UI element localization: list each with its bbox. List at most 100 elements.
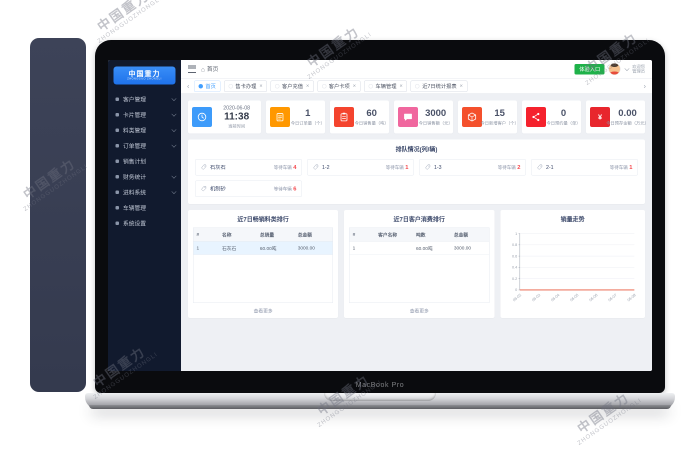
tab-close-icon[interactable]: ×: [459, 83, 463, 89]
menu-item-label: 财务统计: [123, 174, 146, 181]
tab-label: 近7日统计报表: [422, 83, 457, 90]
sidebar-item-客户管理[interactable]: 客户管理: [108, 92, 181, 108]
chevron-down-icon: [171, 189, 177, 195]
tab-label: 售卡办理: [235, 83, 257, 90]
booking-icon: [532, 112, 540, 122]
table-column-header: #: [349, 228, 376, 242]
hamburger-icon[interactable]: [188, 65, 196, 73]
waiting-vehicles-count: 2: [517, 164, 521, 171]
user-menu-caret-icon[interactable]: [624, 65, 630, 71]
stat-card-current-time: 2020-06-08 11:38 当前时间: [188, 100, 262, 134]
table-column-header: 总金额: [294, 228, 333, 242]
tabs: 首页 售卡办理 × 客户充值 × 客户卡项 × 车辆管理 × 近7日统计报表 ×: [193, 80, 639, 92]
stat-body: 1 今日订单量（个）: [291, 108, 325, 126]
menu-item-icon: [115, 113, 119, 117]
sidebar-item-系统设置[interactable]: 系统设置: [108, 216, 181, 232]
tab-售卡办理[interactable]: 售卡办理 ×: [223, 80, 268, 92]
sidebar-item-财务统计[interactable]: 财务统计: [108, 169, 181, 185]
tab-客户充值[interactable]: 客户充值 ×: [270, 80, 314, 92]
laptop-mockup: 中国重力 ZHONGGUO ZHONGLI 客户管理卡片管理 料类管理 订单管理 销售…: [85, 40, 675, 412]
sidebar-item-车辆管理[interactable]: 车辆管理: [108, 200, 181, 216]
navbar-right: 体验入口 欢迎您 管理员: [574, 63, 645, 75]
trial-entry-badge[interactable]: 体验入口: [574, 63, 605, 75]
tabs-scroll-right-icon[interactable]: ›: [643, 82, 646, 90]
customer-rank-more-link[interactable]: 查看更多: [409, 308, 429, 315]
tab-close-icon[interactable]: ×: [259, 83, 263, 89]
home-icon: ⌂: [201, 65, 205, 73]
main-area: ⌂ 首页 体验入口 欢迎您 管理员: [181, 60, 652, 371]
svg-text:06-05: 06-05: [569, 293, 579, 302]
tab-近7日统计报表[interactable]: 近7日统计报表 ×: [410, 80, 468, 92]
stat-card: 0 今日预约量（单）: [522, 100, 582, 134]
stat-value: 0: [560, 108, 567, 119]
material-rank-table: # 名称 总销量 总金额 1 石灰石 60.00吨 3000.00: [193, 227, 334, 303]
sidebar-item-卡片管理[interactable]: 卡片管理: [108, 107, 181, 123]
stat-label: 今日预约量（单）: [546, 120, 581, 126]
tab-close-icon[interactable]: ×: [306, 83, 310, 89]
laptop-brand-label: MacBook Pro: [355, 382, 405, 389]
current-date: 2020-06-08: [223, 105, 251, 111]
svg-text:0.6: 0.6: [512, 254, 517, 258]
tab-status-dot-icon: [198, 83, 203, 89]
stat-card: ¥0.00 今日预存金额（万元）: [586, 100, 649, 134]
tab-首页[interactable]: 首页: [193, 80, 221, 92]
sales-icon: [340, 112, 348, 122]
tag-icon: [425, 164, 431, 170]
chevron-down-icon: [171, 127, 177, 133]
tab-客户卡项[interactable]: 客户卡项 ×: [317, 80, 361, 92]
tab-status-dot-icon: [321, 83, 327, 89]
table-column-header: 总金额: [450, 228, 489, 242]
stat-card: 3000 今日销售额（元）: [394, 100, 454, 134]
breadcrumb[interactable]: ⌂ 首页: [201, 65, 218, 73]
table-column-header: 名称: [218, 228, 257, 242]
menu-item-label: 客户管理: [123, 96, 146, 103]
queue-panel: 排队情况(列/辆) 石灰石 等待车辆 4 1-2 等待车辆 1 1-3 等待车辆 2 2-1 等待车…: [188, 139, 645, 204]
side-decoration-bar: [30, 38, 86, 392]
material-rank-more-link[interactable]: 查看更多: [253, 308, 273, 315]
queue-name: 1-2: [322, 164, 330, 171]
svg-text:0: 0: [515, 288, 517, 292]
breadcrumb-home-label: 首页: [206, 66, 219, 73]
menu-item-icon: [115, 206, 119, 210]
svg-text:06-03: 06-03: [531, 293, 541, 302]
menu-item-icon: [115, 144, 119, 148]
table-column-header: 总销量: [256, 228, 295, 242]
table-cell: 1: [349, 241, 376, 255]
app-logo[interactable]: 中国重力 ZHONGGUO ZHONGLI: [113, 66, 176, 85]
table-cell: 3000.00: [294, 241, 333, 255]
material-rank-title: 近7日畅销料类排行: [237, 216, 289, 223]
svg-text:0.2: 0.2: [512, 277, 517, 281]
user-avatar[interactable]: [608, 63, 621, 75]
menu-item-icon: [115, 190, 119, 194]
queue-item-left: 1-2: [313, 164, 330, 171]
queue-item-left: 石灰石: [201, 164, 226, 172]
sidebar-item-料类管理[interactable]: 料类管理: [108, 123, 181, 139]
sidebar-item-销售计划[interactable]: 销售计划: [108, 154, 181, 170]
order-icon: [276, 113, 284, 122]
stat-label: 今日订单量（个）: [290, 120, 325, 126]
sales-trend-title: 销量走势: [560, 216, 585, 223]
app-logo-title: 中国重力: [128, 69, 161, 78]
queue-item-left: 1-3: [425, 164, 442, 171]
user-greeting-line1: 欢迎您: [632, 64, 645, 69]
queue-panel-title: 排队情况(列/辆): [395, 146, 438, 153]
stat-label: 今日预存金额（万元）: [606, 120, 649, 126]
queue-item-right: 等待车辆 4: [274, 164, 297, 171]
tab-close-icon[interactable]: ×: [399, 83, 403, 89]
tab-车辆管理[interactable]: 车辆管理 ×: [363, 80, 408, 92]
sidebar-item-进料系统[interactable]: 进料系统: [108, 185, 181, 201]
tab-status-dot-icon: [415, 83, 420, 89]
stat-card: 15 今日新增客户（个）: [458, 100, 519, 134]
queue-item-right: 等待车辆 6: [274, 186, 297, 192]
chevron-down-icon: [171, 173, 177, 179]
stat-body: 60 今日销售量（吨）: [355, 108, 389, 126]
sidebar-item-订单管理[interactable]: 订单管理: [108, 138, 181, 154]
tab-close-icon[interactable]: ×: [352, 83, 356, 89]
tabs-scroll-left-icon[interactable]: ‹: [187, 82, 190, 90]
waiting-vehicles-label: 等待车辆: [273, 165, 292, 170]
sales-trend-panel: 销量走势 0 0.2 0.4 0.6 0.8 1 06-02 06-03 06-04 06-05 0…: [500, 210, 646, 318]
table-row: 1 石灰石 60.00吨 3000.00: [193, 241, 333, 255]
stat-label: 当前时间: [228, 123, 246, 129]
stat-card: 1 今日订单量（个）: [266, 100, 326, 134]
laptop-screen: 中国重力 ZHONGGUO ZHONGLI 客户管理卡片管理 料类管理 订单管理 销售…: [108, 60, 652, 371]
